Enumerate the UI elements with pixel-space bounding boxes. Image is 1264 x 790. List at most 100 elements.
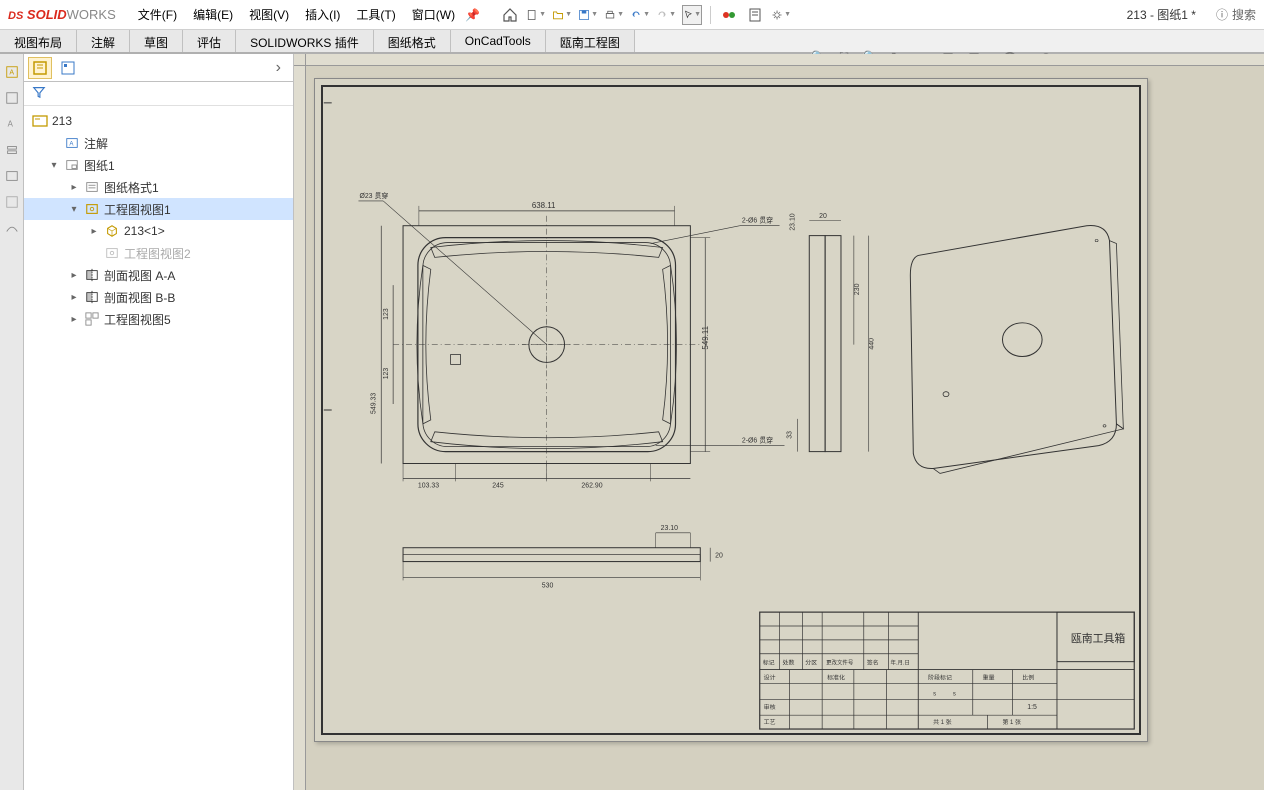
- tree-node[interactable]: ▾ 图纸1: [24, 154, 293, 176]
- redo-icon[interactable]: ▼: [656, 5, 676, 25]
- undo-icon[interactable]: ▼: [630, 5, 650, 25]
- home-icon[interactable]: [500, 5, 520, 25]
- svg-text:s: s: [953, 691, 956, 697]
- bottom-edge-view: 23.10 20 530: [403, 525, 723, 589]
- svg-text:Ø23 贯穿: Ø23 贯穿: [359, 191, 388, 200]
- gear-icon[interactable]: ▼: [771, 5, 791, 25]
- svg-text:440: 440: [869, 338, 876, 350]
- menu-tools[interactable]: 工具(T): [350, 2, 401, 27]
- tree-toggle-icon[interactable]: ▸: [68, 270, 80, 281]
- main-menu: 文件(F) 编辑(E) 视图(V) 插入(I) 工具(T) 窗口(W): [132, 2, 461, 27]
- sidebar-drawing-icon[interactable]: A: [2, 62, 22, 82]
- svg-text:20: 20: [715, 553, 723, 560]
- svg-text:638.11: 638.11: [532, 201, 556, 210]
- tree-node[interactable]: ▾工程图视图1: [24, 198, 293, 220]
- svg-text:更改文件号: 更改文件号: [826, 659, 854, 667]
- tree-root[interactable]: 213: [24, 110, 293, 132]
- filter-icon[interactable]: [32, 85, 46, 102]
- drawing-canvas[interactable]: 638.11 549.11 549.33 123 123: [294, 54, 1264, 790]
- tree-node-label: 213<1>: [124, 224, 165, 238]
- tree-toggle-icon[interactable]: ▾: [48, 160, 60, 171]
- tree-node-label: 剖面视图 B-B: [104, 289, 175, 306]
- pin-icon[interactable]: 📌: [465, 8, 480, 22]
- tree-node[interactable]: ▸ 剖面视图 B-B: [24, 286, 293, 308]
- tree-toggle-icon[interactable]: ▸: [68, 314, 80, 325]
- tree-node-label: 工程图视图5: [104, 311, 171, 328]
- drawing-sheet[interactable]: 638.11 549.11 549.33 123 123: [314, 78, 1148, 742]
- tree-node-icon: [84, 267, 100, 283]
- sidebar-extra-icon[interactable]: [2, 192, 22, 212]
- menu-insert[interactable]: 插入(I): [299, 2, 346, 27]
- menu-edit[interactable]: 编辑(E): [187, 2, 239, 27]
- tab-evaluate[interactable]: 评估: [183, 30, 236, 52]
- feature-tree-panel: › 213 A注解▾图纸1▸图纸格式1▾工程图视图1▸213<1>工程图视图2▸…: [24, 54, 294, 790]
- tree-node-icon: A: [64, 135, 80, 151]
- svg-text:分区: 分区: [805, 659, 817, 667]
- svg-text:20: 20: [819, 213, 827, 220]
- tree-expand-toggle[interactable]: ›: [276, 59, 281, 77]
- tree-node-label: 图纸1: [84, 157, 115, 174]
- tree-tab-property[interactable]: [56, 57, 80, 79]
- svg-text:230: 230: [854, 283, 861, 295]
- svg-text:549.33: 549.33: [370, 393, 377, 414]
- menu-view[interactable]: 视图(V): [243, 2, 295, 27]
- svg-text:s: s: [933, 691, 936, 697]
- tree-toggle-icon[interactable]: ▸: [88, 226, 100, 237]
- tab-sheet-format[interactable]: 图纸格式: [374, 30, 451, 52]
- traffic-light-icon[interactable]: [719, 5, 739, 25]
- tree-tab-feature[interactable]: [28, 57, 52, 79]
- tree-node-label: 剖面视图 A-A: [104, 267, 175, 284]
- tree-node[interactable]: ▸ 工程图视图5: [24, 308, 293, 330]
- cursor-icon[interactable]: ▼: [682, 5, 702, 25]
- svg-text:123: 123: [383, 308, 390, 320]
- sidebar-text-icon[interactable]: A: [2, 114, 22, 134]
- tree-node-icon: [84, 289, 100, 305]
- tab-annotation[interactable]: 注解: [77, 30, 130, 52]
- svg-text:重量: 重量: [983, 673, 995, 681]
- print-icon[interactable]: ▼: [604, 5, 624, 25]
- tree-node[interactable]: ▸ 剖面视图 A-A: [24, 264, 293, 286]
- svg-text:123: 123: [383, 368, 390, 380]
- sidebar-note-icon[interactable]: [2, 166, 22, 186]
- tab-ounan[interactable]: 瓯南工程图: [546, 30, 635, 52]
- new-icon[interactable]: ▼: [526, 5, 546, 25]
- tree-node[interactable]: ▸图纸格式1: [24, 176, 293, 198]
- tree-toggle-icon[interactable]: ▾: [68, 204, 80, 215]
- side-view: 20 230 440 23.10 33: [786, 213, 875, 452]
- horizontal-ruler: [306, 54, 1264, 66]
- save-icon[interactable]: ▼: [578, 5, 598, 25]
- svg-text:设计: 设计: [764, 673, 776, 681]
- tree-node-icon: [64, 157, 80, 173]
- tab-view-layout[interactable]: 视图布局: [0, 30, 77, 52]
- tree-node-icon: [84, 311, 100, 327]
- svg-text:比例: 比例: [1022, 673, 1034, 681]
- tree-content: 213 A注解 ▾ 图纸1 ▸图纸格式1▾工程图视图1 ▸ 213<1> 工程图视图2 ▸ 剖面…: [24, 106, 293, 790]
- svg-text:A: A: [9, 70, 14, 77]
- app-logo: DS SOLIDWORKS: [8, 7, 120, 22]
- tree-node-icon: [104, 245, 120, 261]
- svg-text:标准化: 标准化: [827, 673, 845, 681]
- vertical-ruler: [294, 66, 306, 790]
- front-view: 638.11 549.11 549.33 123 123: [358, 191, 784, 489]
- search-box[interactable]: ⓘ 搜索: [1216, 6, 1256, 23]
- tree-node[interactable]: ▸ 213<1>: [24, 220, 293, 242]
- svg-text:共 1 张: 共 1 张: [933, 718, 952, 726]
- tab-oncadtools[interactable]: OnCadTools: [451, 30, 546, 52]
- menu-file[interactable]: 文件(F): [132, 2, 183, 27]
- tree-toggle-icon[interactable]: ▸: [68, 292, 80, 303]
- open-icon[interactable]: ▼: [552, 5, 572, 25]
- document-icon[interactable]: [745, 5, 765, 25]
- sidebar-doc2-icon[interactable]: [2, 88, 22, 108]
- tree-node[interactable]: A注解: [24, 132, 293, 154]
- svg-text:A: A: [7, 120, 13, 129]
- sidebar-layer-icon[interactable]: [2, 140, 22, 160]
- tree-toggle-icon[interactable]: ▸: [68, 182, 80, 193]
- svg-text:2-Ø6 贯穿: 2-Ø6 贯穿: [742, 436, 773, 445]
- tree-node-label: 注解: [84, 135, 108, 152]
- menu-window[interactable]: 窗口(W): [406, 2, 461, 27]
- tab-sw-addins[interactable]: SOLIDWORKS 插件: [236, 30, 374, 52]
- tree-node-icon: [84, 201, 100, 217]
- tree-node[interactable]: 工程图视图2: [24, 242, 293, 264]
- tab-sketch[interactable]: 草图: [130, 30, 183, 52]
- sidebar-curve-icon[interactable]: [2, 218, 22, 238]
